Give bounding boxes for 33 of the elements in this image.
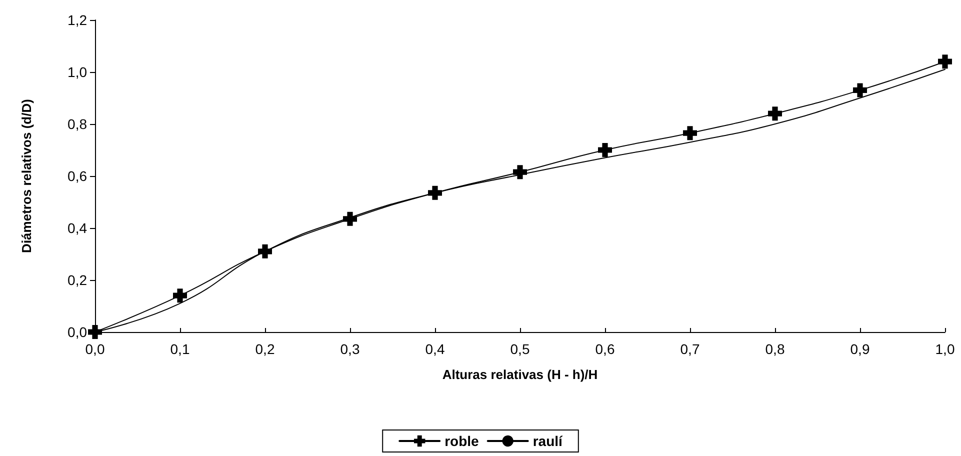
x-tick-label: 0,5 — [510, 341, 530, 357]
y-axis-title: Diámetros relativos (d/D) — [19, 99, 34, 253]
x-tick-label: 1,0 — [935, 341, 955, 357]
y-tick-label: 0,0 — [68, 324, 88, 340]
y-tick-label: 1,2 — [68, 12, 88, 28]
y-tick-label: 0,4 — [68, 220, 88, 236]
x-tick-label: 0,6 — [595, 341, 615, 357]
y-tick-label: 0,2 — [68, 272, 88, 288]
point — [428, 186, 442, 200]
x-tick-label: 0,4 — [425, 341, 445, 357]
point — [88, 325, 102, 339]
y-tick-label: 0,8 — [68, 116, 88, 132]
legend-label: raulí — [532, 433, 564, 449]
point — [768, 106, 782, 121]
legend-label: roble — [444, 433, 480, 449]
x-tick-label: 0,2 — [255, 341, 275, 357]
x-tick-label: 0,7 — [680, 341, 700, 357]
y-tick-label: 0,6 — [68, 168, 88, 184]
x-tick-label: 0,9 — [850, 341, 870, 357]
point — [258, 244, 272, 258]
y-tick-label: 1,0 — [68, 64, 88, 80]
point — [513, 165, 527, 180]
x-tick-label: 0,0 — [85, 341, 105, 357]
point — [683, 126, 697, 140]
point — [343, 212, 357, 226]
point — [173, 288, 187, 303]
point — [938, 54, 952, 69]
point — [853, 83, 867, 98]
x-tick-label: 0,8 — [765, 341, 785, 357]
x-tick-label: 0,3 — [340, 341, 360, 357]
x-axis-title: Alturas relativas (H - h)/H — [442, 367, 598, 382]
point — [598, 143, 612, 157]
x-tick-label: 0,1 — [170, 341, 190, 357]
